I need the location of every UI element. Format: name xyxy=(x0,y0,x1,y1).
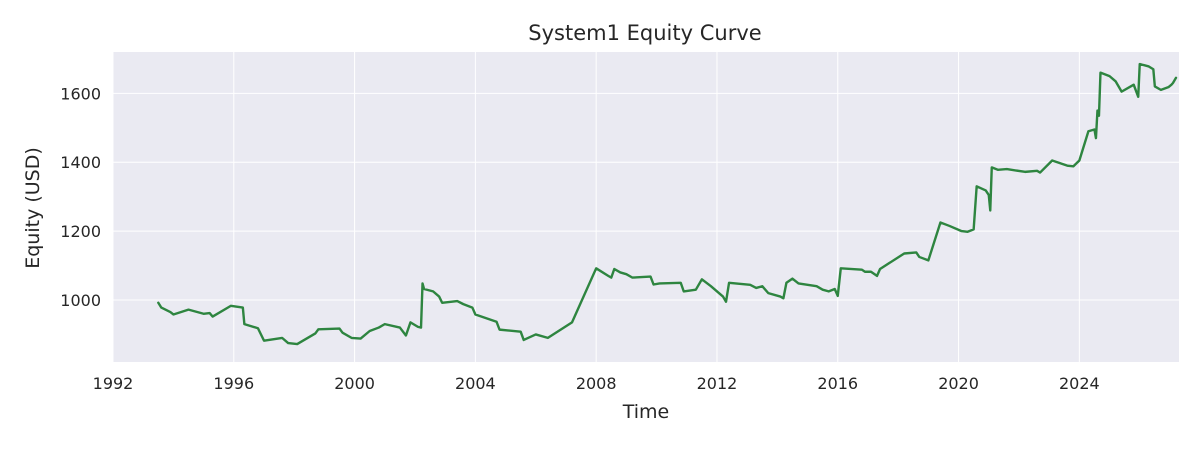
y-axis-title: Equity (USD) xyxy=(22,147,44,269)
y-tick-label: 1600 xyxy=(60,84,101,103)
x-axis-title: Time xyxy=(622,401,670,423)
y-tick-label: 1000 xyxy=(60,291,101,310)
y-tick-labels: 1000 1200 1400 1600 xyxy=(60,84,101,310)
x-tick-label: 2000 xyxy=(334,374,375,393)
x-tick-label: 2024 xyxy=(1059,374,1100,393)
series-layer xyxy=(157,62,1178,346)
y-tick-label: 1200 xyxy=(60,222,101,241)
grid-lines xyxy=(112,52,1179,362)
chart-title: System1 Equity Curve xyxy=(528,21,761,45)
y-tick-label: 1400 xyxy=(60,153,101,172)
x-tick-label: 2016 xyxy=(817,374,858,393)
x-tick-label: 1996 xyxy=(213,374,254,393)
x-tick-label: 1992 xyxy=(93,374,134,393)
x-tick-labels: 1992 1996 2000 2004 2008 2012 2016 2020 2024 xyxy=(93,374,1100,393)
plot-area xyxy=(113,52,1179,362)
x-tick-label: 2012 xyxy=(697,374,738,393)
equity-series-line xyxy=(157,62,1178,346)
x-tick-label: 2004 xyxy=(455,374,496,393)
x-tick-label: 2008 xyxy=(576,374,617,393)
x-tick-label: 2020 xyxy=(938,374,979,393)
